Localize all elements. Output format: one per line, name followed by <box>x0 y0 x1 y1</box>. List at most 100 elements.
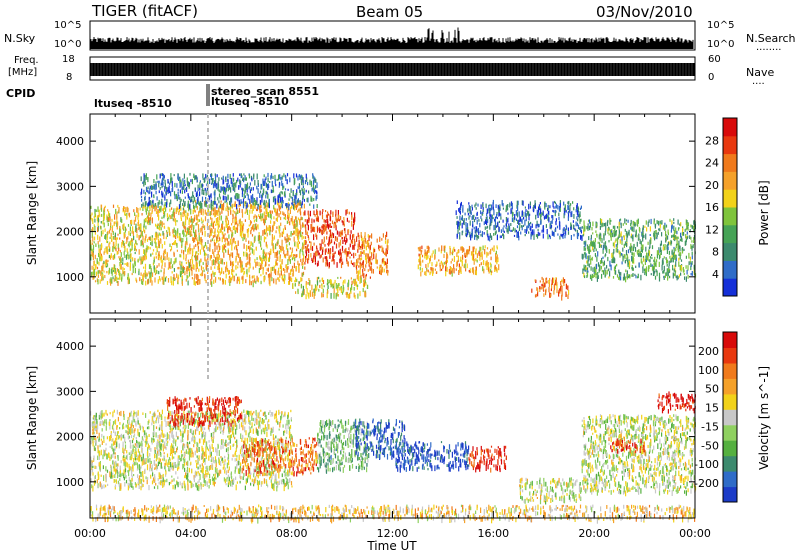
range-cell <box>693 225 695 231</box>
range-cell <box>564 206 566 212</box>
range-cell <box>332 283 334 289</box>
range-cell <box>338 283 340 287</box>
range-cell <box>155 223 157 227</box>
range-cell <box>163 214 165 219</box>
range-cell <box>381 249 383 252</box>
range-cell <box>181 249 183 254</box>
range-cell <box>116 281 118 283</box>
range-cell <box>184 196 186 199</box>
range-cell <box>361 241 363 245</box>
range-cell <box>675 258 677 262</box>
range-cell <box>212 204 214 210</box>
range-cell <box>194 257 196 260</box>
range-cell <box>528 231 530 234</box>
range-cell <box>307 235 309 238</box>
range-cell <box>665 237 667 243</box>
range-cell <box>173 242 175 245</box>
range-cell <box>283 278 285 284</box>
range-cell <box>312 175 314 179</box>
range-cell <box>333 288 335 293</box>
range-cell <box>580 234 582 240</box>
range-cell <box>243 243 245 249</box>
range-cell <box>348 247 350 250</box>
range-cell <box>263 219 266 226</box>
range-cell <box>611 232 613 238</box>
range-cell <box>293 230 296 235</box>
range-cell <box>185 254 187 259</box>
range-cell <box>381 238 383 241</box>
range-cell <box>172 218 174 221</box>
range-cell <box>245 201 247 204</box>
range-cell <box>157 211 159 217</box>
range-cell <box>565 210 567 213</box>
range-cell <box>196 273 198 280</box>
range-cell <box>282 268 285 271</box>
range-cell <box>188 230 190 235</box>
range-cell <box>670 260 672 263</box>
range-cell <box>323 219 325 223</box>
range-cell <box>427 269 429 273</box>
range-cell <box>379 245 381 249</box>
range-cell <box>278 201 280 208</box>
range-cell <box>673 246 675 250</box>
range-cell <box>309 241 311 244</box>
range-cell <box>584 242 586 247</box>
range-cell <box>528 211 530 217</box>
range-cell <box>164 256 166 261</box>
range-cell <box>455 210 457 216</box>
range-cell <box>360 257 363 261</box>
range-cell <box>130 253 132 260</box>
range-cell <box>320 254 323 258</box>
range-cell <box>157 279 159 284</box>
range-cell <box>179 238 181 242</box>
range-cell <box>449 245 451 250</box>
range-cell <box>324 223 326 228</box>
range-cell <box>203 269 205 273</box>
range-cell <box>621 253 623 256</box>
range-cell <box>231 245 233 251</box>
range-cell <box>189 231 191 237</box>
range-cell <box>297 289 299 295</box>
range-cell <box>494 217 496 223</box>
range-cell <box>630 243 632 247</box>
range-cell <box>435 264 437 267</box>
range-cell <box>539 212 541 216</box>
range-cell <box>600 244 602 248</box>
range-cell <box>196 205 198 210</box>
range-cell <box>354 216 356 222</box>
range-cell <box>500 235 502 238</box>
range-cell <box>469 214 471 218</box>
range-cell <box>215 223 217 226</box>
noise-bars <box>90 27 694 49</box>
range-cell <box>348 250 350 255</box>
range-cell <box>349 234 351 240</box>
range-cell <box>149 216 151 221</box>
range-cell <box>540 216 542 221</box>
range-cell <box>671 257 673 263</box>
range-cell <box>631 267 633 270</box>
range-cell <box>249 279 251 286</box>
range-cell <box>552 201 554 208</box>
range-cell <box>334 238 336 241</box>
range-cell <box>431 262 433 267</box>
range-cell <box>164 262 166 268</box>
range-cell <box>469 231 471 238</box>
range-cell <box>673 237 675 240</box>
range-cell <box>531 229 534 236</box>
range-cell <box>202 177 204 180</box>
range-cell <box>141 198 143 202</box>
range-cell <box>197 275 199 281</box>
beam-label: Beam 05 <box>356 3 424 21</box>
range-cell <box>268 257 270 262</box>
noise-right-tick-top: 10^5 <box>707 20 735 31</box>
range-cell <box>467 229 469 235</box>
range-cell <box>495 230 497 234</box>
range-cell <box>191 234 193 237</box>
range-cell <box>323 285 325 288</box>
range-cell <box>628 260 630 263</box>
range-cell <box>129 248 131 253</box>
date-label: 03/Nov/2010 <box>596 3 693 21</box>
range-cell <box>124 234 126 238</box>
range-cell <box>143 204 145 209</box>
range-cell <box>607 256 609 262</box>
